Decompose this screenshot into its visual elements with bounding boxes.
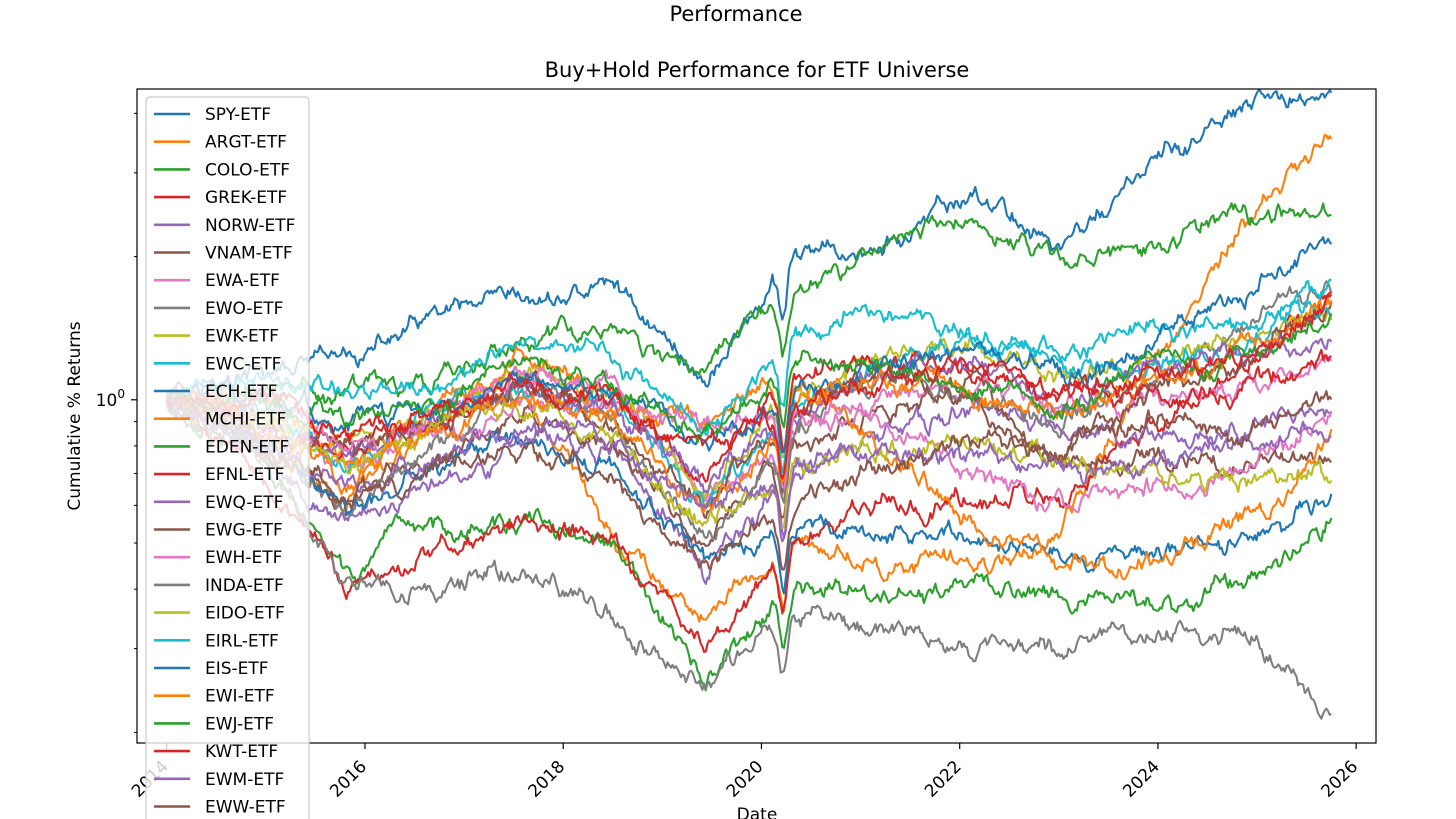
legend-entry: EWO-ETF — [205, 299, 283, 319]
series-line-eww-etf — [165, 387, 1333, 571]
legend-entry: EWC-ETF — [205, 354, 281, 374]
y-tick-label-base: 10 — [96, 391, 118, 411]
legend-entry: EWH-ETF — [205, 548, 282, 568]
series-line-colo-etf — [165, 395, 1333, 692]
x-tick-label: 2020 — [723, 757, 768, 802]
legend-entry: NORW-ETF — [205, 216, 295, 236]
x-tick-label: 2024 — [1119, 757, 1164, 802]
legend-entry: KWT-ETF — [205, 742, 278, 762]
legend-entry: EWA-ETF — [205, 271, 280, 291]
legend-entry: EWQ-ETF — [205, 493, 283, 513]
legend-entry: COLO-ETF — [205, 160, 290, 180]
legend-entry: EFNL-ETF — [205, 465, 284, 485]
x-tick-label: 2026 — [1317, 757, 1362, 802]
series-line-spy-etf — [165, 89, 1333, 416]
series-line-eis-etf — [165, 236, 1333, 454]
legend-entry: EWI-ETF — [205, 687, 275, 707]
series-line-eirl-etf — [166, 298, 1333, 436]
series-line-ewg-etf — [165, 301, 1333, 520]
legend-entry: EIRL-ETF — [205, 631, 279, 651]
series-line-mchi-etf — [165, 345, 1333, 581]
y-axis-ticks: 100 — [96, 112, 137, 733]
series-line-ewi-etf — [166, 297, 1333, 514]
series-line-ewj-etf — [165, 313, 1333, 444]
legend-entry: GREK-ETF — [205, 188, 287, 208]
legend-entry: EWM-ETF — [205, 770, 284, 790]
legend-entry: VNAM-ETF — [205, 244, 293, 264]
series-line-norw-etf — [165, 398, 1332, 585]
axes-frame — [136, 88, 1377, 744]
series-line-kwt-etf — [166, 291, 1332, 480]
chart-title: Buy+Hold Performance for ETF Universe — [545, 58, 970, 82]
legend-entry: ECH-ETF — [205, 382, 277, 402]
legend-entry: EWW-ETF — [205, 798, 286, 818]
y-tick-label-exponent: 0 — [117, 387, 125, 401]
x-axis-ticks: 2014201620182020202220242026 — [128, 743, 1362, 802]
series-line-inda-etf — [165, 405, 1332, 720]
legend-entry: EWK-ETF — [205, 327, 279, 347]
legend-entry: EIDO-ETF — [205, 604, 285, 624]
x-tick-label: 2016 — [326, 757, 371, 802]
legend-entry: EWJ-ETF — [205, 714, 274, 734]
y-axis-label: Cumulative % Returns — [65, 321, 85, 510]
legend-entry: ARGT-ETF — [205, 133, 287, 153]
legend-entry: EDEN-ETF — [205, 437, 289, 457]
legend-entry: INDA-ETF — [205, 576, 284, 596]
y-tick-label: 100 — [96, 387, 125, 411]
x-axis-label: Date — [737, 805, 778, 819]
plot-area — [165, 89, 1333, 720]
series-line-ewm-etf — [165, 393, 1332, 543]
legend-entry: EWG-ETF — [205, 521, 283, 541]
figure-suptitle: Performance — [669, 2, 802, 26]
legend-box — [145, 96, 310, 819]
legend-entry: MCHI-ETF — [205, 410, 286, 430]
x-tick-label: 2018 — [525, 757, 570, 802]
series-line-ech-etf — [165, 393, 1333, 595]
series-line-eden-etf — [166, 202, 1332, 415]
x-tick-label: 2022 — [921, 757, 966, 802]
legend-entry: SPY-ETF — [205, 105, 271, 125]
legend: SPY-ETF ARGT-ETF COLO-ETF GREK-ETF NORW-ETF V… — [145, 96, 310, 819]
legend-entry: EIS-ETF — [205, 659, 269, 679]
